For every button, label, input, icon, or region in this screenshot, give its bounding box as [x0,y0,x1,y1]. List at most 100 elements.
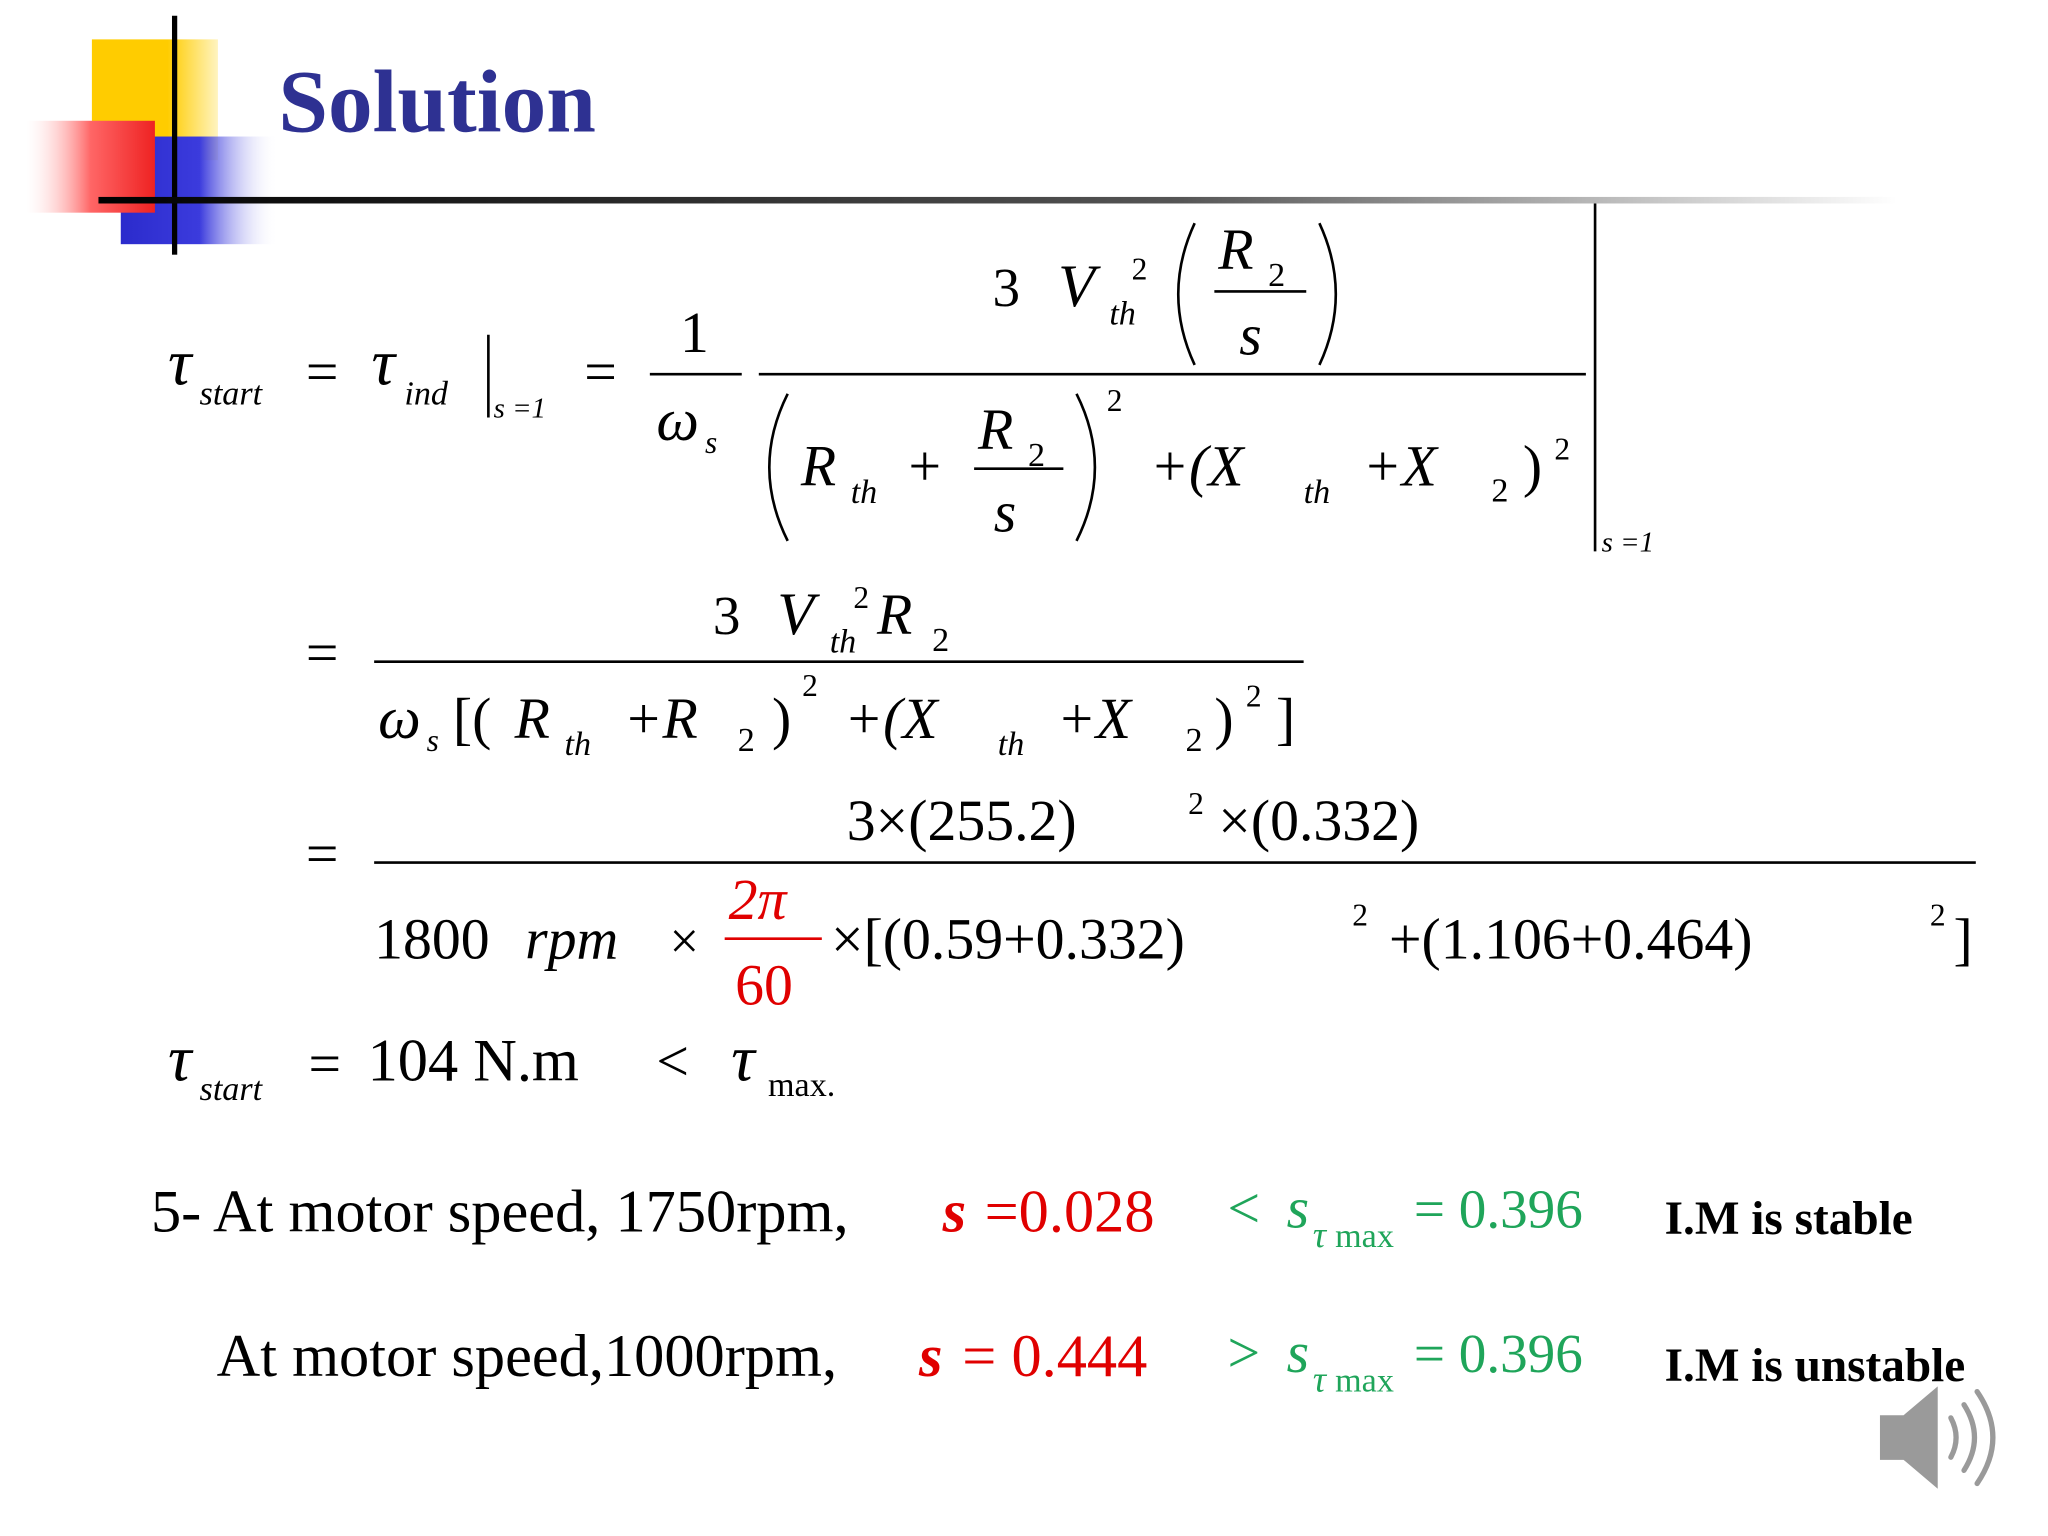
math-text: 2 [1930,898,1946,933]
math-text: 2 [1268,257,1285,294]
math-text: 2 [802,668,818,703]
math-text: ] [1953,908,1972,971]
math-text: +(X [1150,436,1246,499]
math-text: th [851,474,878,511]
math-text: 104 N.m [368,1027,579,1094]
math-text: × [670,912,700,970]
paren [1177,222,1196,366]
math-text: At motor speed,1000rpm, [217,1323,837,1390]
math-text: +R [624,688,698,751]
math-text: =0.028 [985,1178,1155,1245]
math-text: ×(0.332) [1218,790,1419,853]
math-text: rpm [525,908,618,971]
math-text: V [777,581,820,648]
math-text: max [1335,1218,1394,1255]
math-text: 2 [1491,472,1508,509]
math-text: 2 [738,722,755,759]
math-text: τ [1313,1359,1328,1400]
math-text: + [908,436,941,499]
math-text: ) [1523,436,1542,499]
math-text: s [1287,1177,1309,1240]
math-text: 1800 [374,908,490,971]
math-text: 2 [1185,722,1202,759]
title: Solution [278,52,596,151]
math-text: 5- At motor speed, 1750rpm, [151,1178,849,1245]
math-text: th [998,726,1025,763]
math-text: 2π [729,869,789,932]
deco-hline [98,196,1898,204]
math-text: ) [1214,688,1233,751]
math-text: 2 [932,622,949,659]
math-text: = [584,341,617,404]
math-text: τ [1313,1214,1328,1255]
math-text: start [200,375,264,412]
math-text: R [977,399,1013,462]
math-text: th [830,623,857,660]
math-text: s [994,482,1016,545]
math-text: R [514,688,550,751]
math-text: s [1287,1322,1309,1385]
math-text: 2 [853,580,869,615]
math-text: 2 [1132,252,1148,287]
status-label: I.M is unstable [1665,1340,1966,1392]
math-text: s =1 [1602,526,1654,558]
math-text: τ [731,1023,757,1095]
deco-vline [171,15,178,255]
math-text: 3 [992,257,1020,318]
math-text: 2 [1554,431,1570,466]
math-text: = [306,341,339,404]
math-text: τ [168,1023,194,1095]
math-text: R [876,584,912,647]
math-text: 2 [1188,786,1204,821]
math-text: = 0.396 [1414,1178,1583,1239]
math-text: ×[(0.59+0.332) [831,908,1185,971]
math-text: th [1304,474,1331,511]
paren [768,393,789,542]
math-text: s [918,1323,943,1390]
math-text: s [427,723,439,758]
math-text: +X [1363,436,1440,499]
math-text: s [1239,304,1261,367]
math-text: ] [1276,688,1295,751]
math-text: = 0.444 [962,1323,1147,1390]
math-text: = [306,622,339,685]
math-text: +(X [844,688,940,751]
math-text: 2 [1246,678,1262,713]
math-text: ω [378,685,421,752]
math-text: [( [453,688,491,751]
math-text: s [705,425,717,460]
math-text: max [1335,1363,1394,1400]
math-text: R [1217,219,1253,282]
math-text: s =1 [494,392,546,424]
math-text: s [942,1178,967,1245]
math-text: = 0.396 [1414,1323,1583,1384]
math-text: 3×(255.2) [847,790,1077,853]
math-text: τ [168,328,194,400]
status-label: I.M is stable [1665,1193,1913,1245]
math-text: = [309,1033,342,1096]
paren [1075,393,1097,542]
math-text: ω [656,387,699,454]
math-text: 2 [1352,898,1368,933]
math-text: +X [1057,688,1134,751]
math-text: th [565,726,592,763]
math-text: 1 [680,302,709,365]
math-rules [374,203,1976,940]
math-text: < [1227,1177,1260,1240]
math-text: V [1058,253,1101,320]
math-text: 60 [735,954,793,1017]
paren [1318,222,1338,366]
speaker-icon [1879,1386,1996,1489]
math-text: > [1227,1322,1260,1385]
math-text: ind [404,375,449,412]
math-text: +(1.106+0.464) [1389,908,1752,971]
math-text: ) [772,688,791,751]
math-text: 3 [713,585,741,646]
math-text: τ [372,328,398,400]
math-text: start [200,1071,264,1108]
math-text: R [800,436,836,499]
math-text: = [306,823,339,886]
math-text: < [656,1030,689,1093]
